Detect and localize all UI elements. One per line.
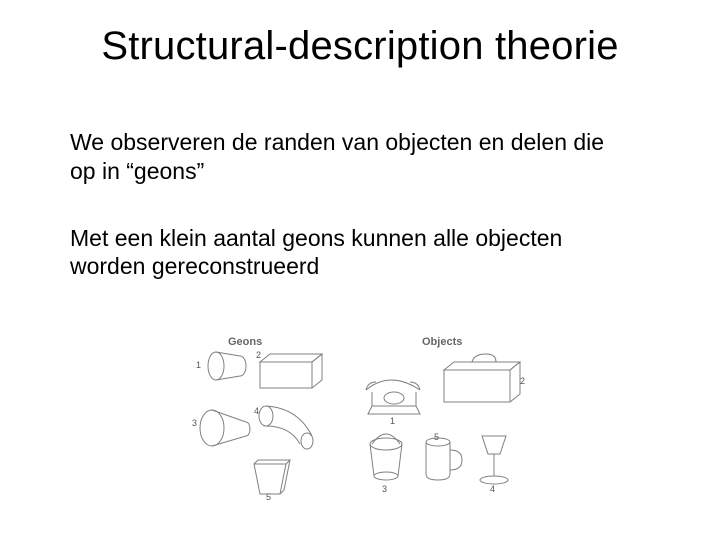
obj-number-5: 5 (434, 432, 439, 442)
geon-wedge-icon (200, 410, 250, 446)
obj-number-2: 2 (520, 376, 525, 386)
geons-figure: Geons Objects (190, 336, 530, 506)
geon-block-icon (260, 354, 322, 388)
geon-number-2: 2 (256, 350, 261, 360)
object-mug-icon (426, 438, 462, 480)
geon-cylinder-icon (208, 352, 246, 380)
object-pail-icon (370, 434, 402, 480)
geon-curved-tube-icon (259, 406, 313, 449)
geon-number-4: 4 (254, 406, 259, 416)
object-lamp-icon (480, 436, 508, 484)
body-text: We observeren de randen van objecten en … (70, 128, 630, 281)
obj-number-3: 3 (382, 484, 387, 494)
object-briefcase-icon (444, 354, 520, 402)
geon-number-5: 5 (266, 492, 271, 502)
obj-number-4: 4 (490, 484, 495, 494)
geon-handle-icon (254, 460, 290, 494)
object-telephone-icon (366, 380, 420, 414)
paragraph-2: Met een klein aantal geons kunnen alle o… (70, 224, 630, 282)
geon-number-1: 1 (196, 360, 201, 370)
slide: Structural-description theorie We observ… (0, 0, 720, 540)
geons-svg (190, 336, 530, 506)
paragraph-1: We observeren de randen van objecten en … (70, 128, 630, 186)
geon-number-3: 3 (192, 418, 197, 428)
obj-number-1: 1 (390, 416, 395, 426)
slide-title: Structural-description theorie (0, 24, 720, 69)
